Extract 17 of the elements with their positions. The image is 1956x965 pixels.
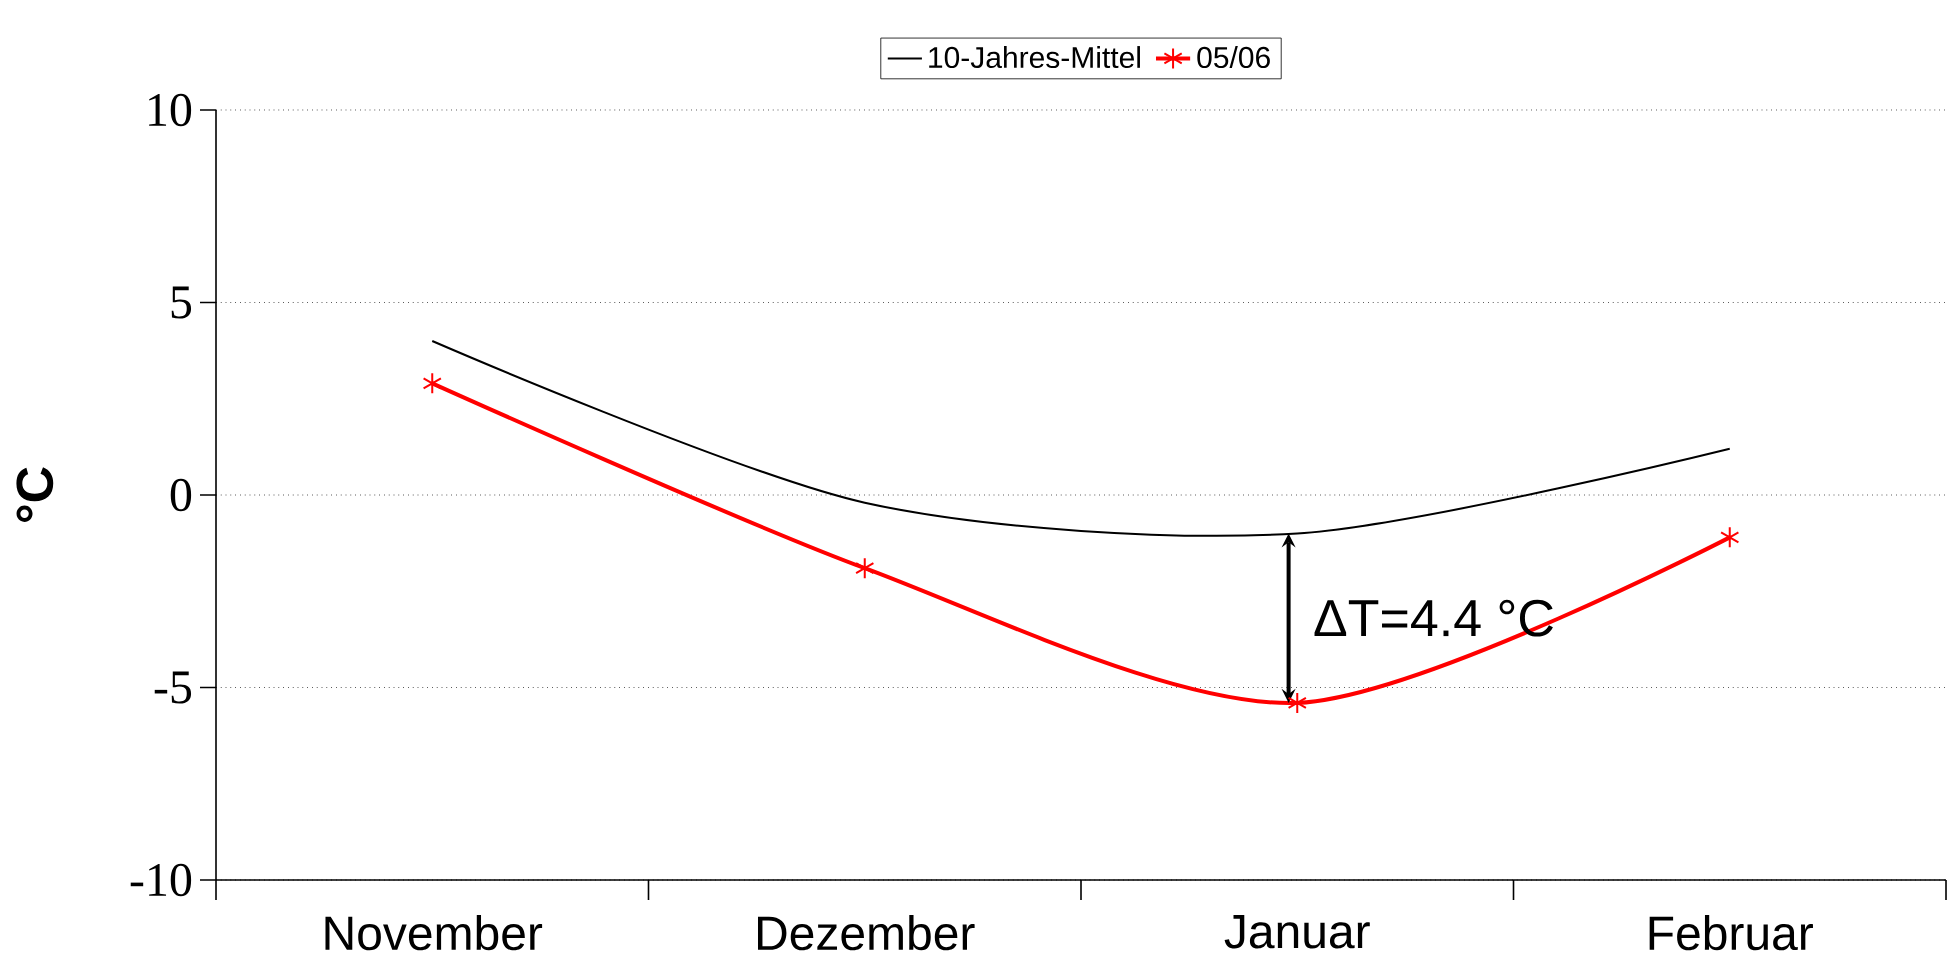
legend-label: 05/06 [1197,46,1270,69]
legend-label: 10-Jahres-Mittel [929,46,1140,69]
y-tick-label: 0 [170,478,192,512]
point [422,372,442,395]
x-tick-label: November [325,915,543,951]
x-tick-label: Januar [1224,915,1370,949]
y-tick-label: 5 [171,286,192,319]
point [1720,526,1740,549]
annotation: ΔT=4.4 °C [1314,599,1553,637]
x-tick-label: Februar [1649,915,1813,951]
y-axis-title: °C [16,467,54,522]
y-tick-label: -5 [154,671,192,704]
y-tick-label: -10 [130,863,192,897]
point [1287,691,1307,714]
y-tick-label: 10 [149,93,192,127]
point [855,557,875,580]
x-tick-label: Dezember [758,915,975,951]
